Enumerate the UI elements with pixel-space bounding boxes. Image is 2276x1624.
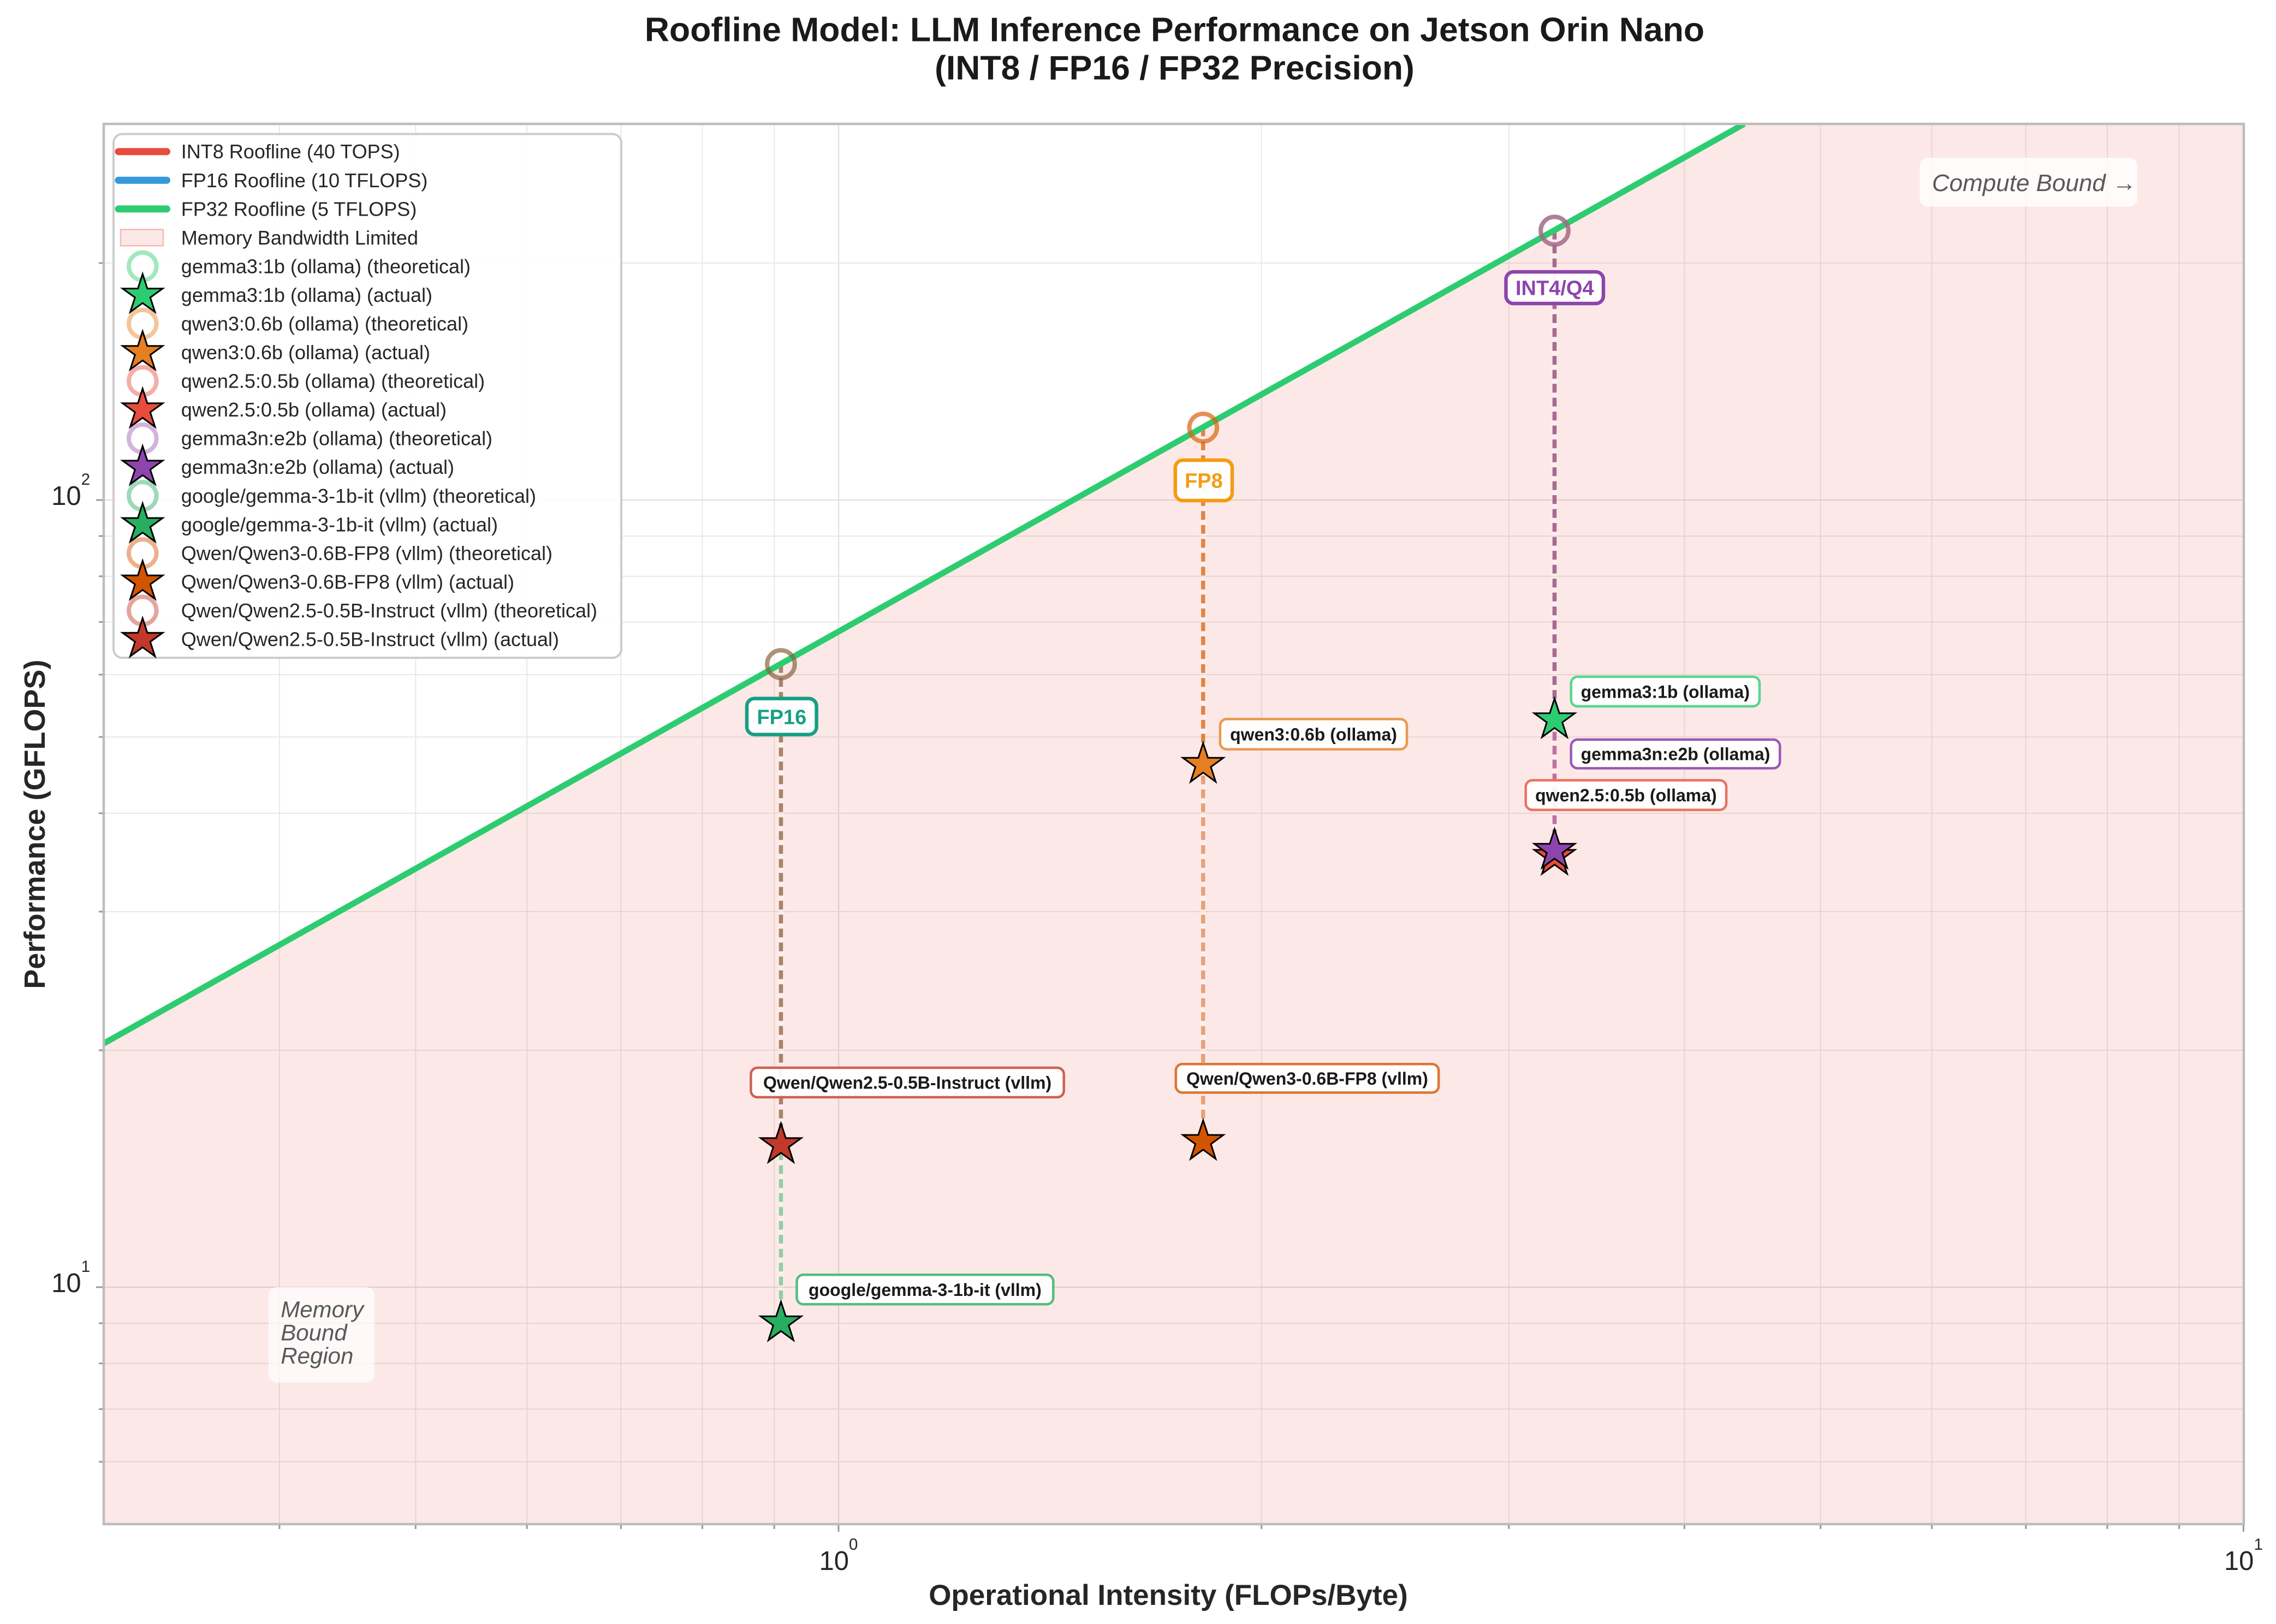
svg-text:gemma3n:e2b (ollama) (theoreti: gemma3n:e2b (ollama) (theoretical) [181,427,492,450]
svg-text:google/gemma-3-1b-it (vllm) (a: google/gemma-3-1b-it (vllm) (actual) [181,513,498,536]
svg-text:google/gemma-3-1b-it (vllm) (t: google/gemma-3-1b-it (vllm) (theoretical… [181,485,536,507]
svg-text:(INT8 / FP16 / FP32 Precision): (INT8 / FP16 / FP32 Precision) [935,49,1415,87]
svg-text:FP16: FP16 [757,706,806,729]
svg-text:Qwen/Qwen2.5-0.5B-Instruct (vl: Qwen/Qwen2.5-0.5B-Instruct (vllm) (theor… [181,599,597,622]
svg-text:Performance (GFLOPS): Performance (GFLOPS) [19,659,51,989]
svg-text:Qwen/Qwen3-0.6B-FP8 (vllm): Qwen/Qwen3-0.6B-FP8 (vllm) [1186,1069,1428,1088]
svg-text:Roofline Model: LLM Inference: Roofline Model: LLM Inference Performanc… [645,11,1704,49]
svg-text:FP32 Roofline (5 TFLOPS): FP32 Roofline (5 TFLOPS) [181,198,417,220]
svg-text:Bound: Bound [281,1320,348,1346]
svg-text:gemma3n:e2b (ollama): gemma3n:e2b (ollama) [1581,745,1770,764]
svg-text:INT8 Roofline (40 TOPS): INT8 Roofline (40 TOPS) [181,140,400,163]
svg-text:FP8: FP8 [1185,470,1223,493]
svg-text:Qwen/Qwen3-0.6B-FP8 (vllm) (ac: Qwen/Qwen3-0.6B-FP8 (vllm) (actual) [181,571,514,593]
svg-text:Operational Intensity (FLOPs/B: Operational Intensity (FLOPs/Byte) [929,1579,1408,1611]
svg-text:Compute Bound →: Compute Bound → [1932,170,2136,197]
svg-text:gemma3:1b (ollama): gemma3:1b (ollama) [1581,682,1750,701]
svg-text:qwen2.5:0.5b (ollama) (actual): qwen2.5:0.5b (ollama) (actual) [181,398,447,421]
svg-text:Qwen/Qwen2.5-0.5B-Instruct (vl: Qwen/Qwen2.5-0.5B-Instruct (vllm) (actua… [181,628,559,651]
svg-text:gemma3:1b (ollama) (theoretica: gemma3:1b (ollama) (theoretical) [181,255,471,277]
svg-text:gemma3:1b (ollama) (actual): gemma3:1b (ollama) (actual) [181,284,432,306]
svg-text:qwen3:0.6b (ollama) (theoretic: qwen3:0.6b (ollama) (theoretical) [181,313,468,335]
svg-text:Region: Region [281,1343,353,1369]
svg-text:Memory Bandwidth Limited: Memory Bandwidth Limited [181,227,418,249]
svg-text:INT4/Q4: INT4/Q4 [1516,277,1594,300]
svg-text:Qwen/Qwen2.5-0.5B-Instruct (vl: Qwen/Qwen2.5-0.5B-Instruct (vllm) [763,1073,1051,1093]
svg-text:qwen2.5:0.5b (ollama): qwen2.5:0.5b (ollama) [1535,786,1717,805]
svg-text:qwen3:0.6b (ollama): qwen3:0.6b (ollama) [1230,724,1397,744]
svg-text:Qwen/Qwen3-0.6B-FP8 (vllm) (th: Qwen/Qwen3-0.6B-FP8 (vllm) (theoretical) [181,542,552,564]
svg-text:gemma3n:e2b (ollama) (actual): gemma3n:e2b (ollama) (actual) [181,456,454,478]
svg-text:qwen2.5:0.5b (ollama) (theoret: qwen2.5:0.5b (ollama) (theoretical) [181,370,485,392]
svg-text:Memory: Memory [281,1296,365,1322]
svg-text:FP16 Roofline (10 TFLOPS): FP16 Roofline (10 TFLOPS) [181,169,428,192]
svg-text:google/gemma-3-1b-it (vllm): google/gemma-3-1b-it (vllm) [809,1280,1042,1300]
svg-text:qwen3:0.6b (ollama) (actual): qwen3:0.6b (ollama) (actual) [181,341,430,364]
